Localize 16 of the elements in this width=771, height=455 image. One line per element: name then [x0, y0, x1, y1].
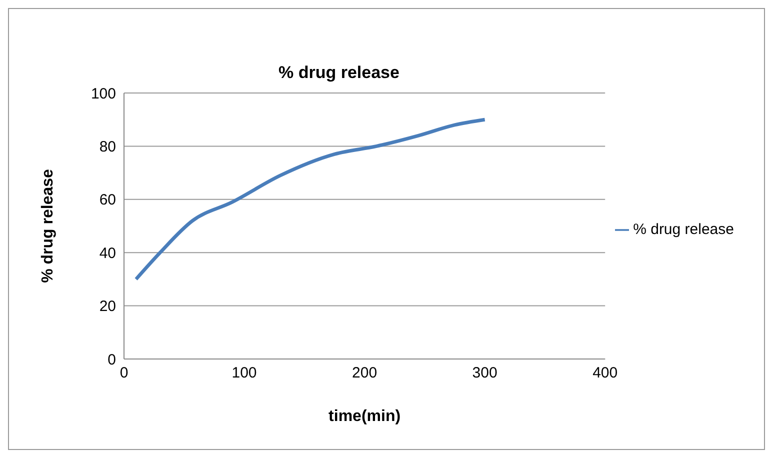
x-axis-title: time(min): [328, 408, 401, 425]
y-tick-label: 60: [99, 192, 116, 209]
x-tick-label: 100: [232, 364, 257, 382]
y-tick-label: 0: [108, 351, 116, 368]
y-tick-label: 80: [99, 138, 116, 156]
legend-label: % drug release: [633, 220, 734, 238]
x-tick-label: 200: [352, 364, 378, 382]
x-tick-label: 400: [592, 364, 618, 382]
y-tick-label: 100: [90, 85, 116, 102]
x-tick-label: 0: [120, 364, 128, 382]
y-tick-label: 40: [99, 244, 116, 262]
chart-title: % drug release: [278, 63, 400, 83]
y-axis-title: % drug release: [40, 168, 57, 283]
x-tick-label: 300: [472, 364, 498, 382]
y-tick-label: 20: [99, 298, 116, 316]
line-series: [134, 118, 487, 281]
